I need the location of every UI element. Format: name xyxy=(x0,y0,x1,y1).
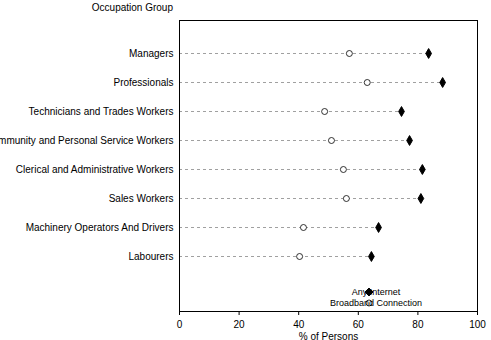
svg-text:Technicians and Trades Workers: Technicians and Trades Workers xyxy=(29,106,174,117)
svg-text:Labourers: Labourers xyxy=(128,251,173,262)
svg-text:20: 20 xyxy=(234,319,246,330)
svg-text:Occupation Group: Occupation Group xyxy=(92,2,174,13)
svg-text:80: 80 xyxy=(412,319,424,330)
svg-text:60: 60 xyxy=(353,319,365,330)
svg-text:Professionals: Professionals xyxy=(113,77,173,88)
svg-text:Any Internet: Any Internet xyxy=(352,287,401,297)
svg-text:Managers: Managers xyxy=(129,48,173,59)
svg-text:% of Persons: % of Persons xyxy=(299,331,358,340)
svg-text:40: 40 xyxy=(293,319,305,330)
svg-text:100: 100 xyxy=(469,319,486,330)
svg-text:Machinery Operators And Driver: Machinery Operators And Drivers xyxy=(26,222,174,233)
svg-text:Community and Personal Service: Community and Personal Service Workers xyxy=(0,135,174,146)
svg-text:Broadband Connection: Broadband Connection xyxy=(330,298,422,308)
svg-text:Clerical and Administrative Wo: Clerical and Administrative Workers xyxy=(16,164,174,175)
svg-text:0: 0 xyxy=(177,319,183,330)
svg-text:Sales Workers: Sales Workers xyxy=(109,193,174,204)
